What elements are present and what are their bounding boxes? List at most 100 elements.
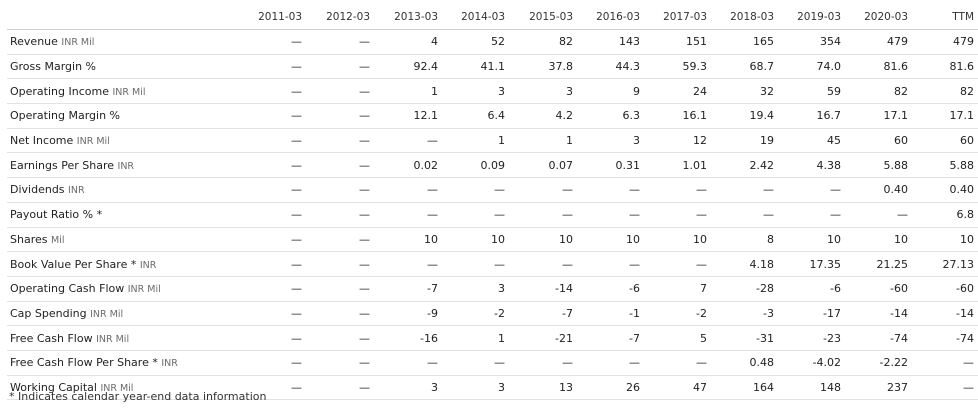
value-cell: 37.8: [511, 54, 579, 80]
value-cell: 47: [646, 375, 713, 401]
value-cell: —: [444, 177, 511, 203]
row-label-cell: Free Cash Flow Per Share * INR: [7, 350, 240, 376]
column-header: 2018-03: [713, 5, 780, 30]
value-cell: 151: [646, 29, 713, 55]
value-cell: —: [444, 251, 511, 277]
value-cell: —: [240, 54, 308, 80]
value-cell: 0.40: [847, 177, 914, 203]
row-label-cell: Operating Margin %: [7, 103, 240, 129]
header-label-cell: [7, 5, 240, 30]
value-cell: 10: [847, 227, 914, 253]
value-cell: -74: [847, 325, 914, 351]
value-cell: —: [646, 202, 713, 228]
value-cell: —: [511, 251, 579, 277]
value-cell: 17.35: [780, 251, 847, 277]
table-row: Cap Spending INR Mil — — -9 -2 -7 -1 -2 -3 -17 -14…: [7, 301, 978, 327]
value-cell: -3: [713, 301, 780, 327]
value-cell: —: [308, 202, 376, 228]
value-cell: 82: [914, 78, 978, 105]
value-cell: —: [646, 251, 713, 277]
row-label-cell: Book Value Per Share * INR: [7, 251, 240, 277]
value-cell: —: [240, 128, 308, 154]
value-cell: 165: [713, 29, 780, 55]
value-cell: -31: [713, 325, 780, 351]
value-cell: —: [376, 202, 444, 228]
value-cell: —: [240, 251, 308, 277]
value-cell: 81.6: [914, 54, 978, 80]
value-cell: —: [308, 54, 376, 80]
row-unit: INR Mil: [112, 86, 146, 98]
value-cell: —: [308, 301, 376, 327]
value-cell: 354: [780, 29, 847, 55]
value-cell: -16: [376, 325, 444, 351]
value-cell: 4: [376, 29, 444, 55]
value-cell: —: [308, 325, 376, 351]
row-label-cell: Cap Spending INR Mil: [7, 301, 240, 327]
column-header: 2017-03: [646, 5, 713, 30]
value-cell: —: [780, 177, 847, 203]
value-cell: 13: [511, 375, 579, 401]
value-cell: 17.1: [847, 103, 914, 129]
value-cell: 68.7: [713, 54, 780, 80]
value-cell: 0.07: [511, 152, 579, 179]
value-cell: -60: [847, 276, 914, 302]
value-cell: —: [713, 177, 780, 203]
value-cell: 3: [376, 375, 444, 401]
value-cell: -7: [511, 301, 579, 327]
value-cell: —: [240, 350, 308, 376]
value-cell: -2: [646, 301, 713, 327]
value-cell: 12: [646, 128, 713, 154]
table-row: Operating Margin % — —12.1 6.4 4.2 6.3 16.1 19.…: [7, 103, 978, 129]
row-unit: INR Mil: [96, 333, 130, 345]
value-cell: -4.02: [780, 350, 847, 376]
value-cell: -60: [914, 276, 978, 302]
value-cell: —: [240, 29, 308, 55]
value-cell: 0.31: [579, 152, 646, 179]
value-cell: —: [579, 177, 646, 203]
column-header: 2011-03: [240, 5, 308, 30]
value-cell: —: [511, 350, 579, 376]
value-cell: —: [240, 276, 308, 302]
table-row: Operating Income INR Mil — —1 3 3 9 24 32 59 82 82: [7, 78, 978, 105]
value-cell: 3: [444, 276, 511, 302]
table-row: Free Cash Flow INR Mil — — -16 1 -21 -7 5 -31 -23…: [7, 325, 978, 351]
row-label: Working Capital: [10, 380, 97, 394]
row-label-cell: Earnings Per Share INR: [7, 152, 240, 179]
value-cell: 32: [713, 78, 780, 105]
row-label: Revenue: [10, 35, 58, 49]
value-cell: 10: [780, 227, 847, 253]
row-label-cell: Net Income INR Mil: [7, 128, 240, 154]
table-row: Dividends INR — — — — — — — — —0.40 0.40: [7, 177, 978, 203]
footnote: * Indicates calendar year-end data infor…: [9, 390, 267, 403]
value-cell: 24: [646, 78, 713, 105]
value-cell: 5.88: [914, 152, 978, 179]
value-cell: -74: [914, 325, 978, 351]
value-cell: 6.3: [579, 103, 646, 129]
value-cell: 52: [444, 29, 511, 55]
value-cell: 10: [646, 227, 713, 253]
value-cell: -2: [444, 301, 511, 327]
value-cell: —: [308, 350, 376, 376]
value-cell: —: [240, 78, 308, 105]
value-cell: 19.4: [713, 103, 780, 129]
value-cell: 5: [646, 325, 713, 351]
value-cell: —: [240, 152, 308, 179]
value-cell: —: [240, 325, 308, 351]
value-cell: 3: [444, 78, 511, 105]
value-cell: 4.38: [780, 152, 847, 179]
column-header: 2013-03: [376, 5, 444, 30]
row-label: Operating Income: [10, 84, 109, 98]
value-cell: -2.22: [847, 350, 914, 376]
row-unit: INR: [139, 259, 157, 271]
column-header: 2016-03: [579, 5, 646, 30]
column-header: 2014-03: [444, 5, 511, 30]
value-cell: —: [376, 350, 444, 376]
value-cell: 60: [914, 128, 978, 154]
row-unit: INR: [117, 160, 135, 172]
value-cell: 2.42: [713, 152, 780, 179]
row-unit: Mil: [50, 234, 65, 246]
value-cell: 12.1: [376, 103, 444, 129]
value-cell: 1: [511, 128, 579, 154]
value-cell: 17.1: [914, 103, 978, 129]
value-cell: -17: [780, 301, 847, 327]
